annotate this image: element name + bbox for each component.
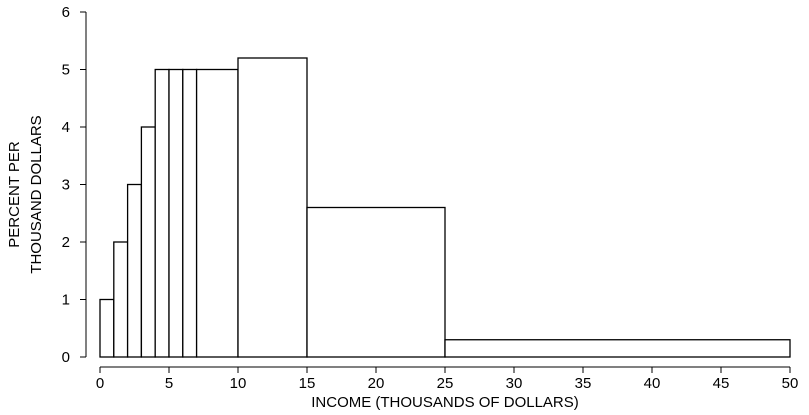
y-axis-label-line-1: PERCENT PER bbox=[6, 141, 23, 248]
x-tick-label: 10 bbox=[230, 375, 247, 392]
histogram-bar-7 bbox=[195, 68, 239, 358]
y-axis-ticks: 0 1 2 3 4 5 6 bbox=[62, 4, 86, 366]
y-tick-label: 4 bbox=[62, 119, 70, 136]
y-axis-label: PERCENT PER THOUSAND DOLLARS bbox=[6, 115, 45, 273]
histogram-bar-8 bbox=[237, 57, 308, 358]
histogram-bar-2 bbox=[126, 183, 143, 358]
histogram-bar-4 bbox=[154, 68, 170, 358]
y-tick-label: 0 bbox=[62, 349, 70, 366]
x-axis-ticks: 0 5 10 15 20 25 30 35 40 45 50 bbox=[96, 367, 799, 392]
y-tick-label: 5 bbox=[62, 62, 70, 79]
histogram-bars bbox=[99, 57, 791, 358]
x-tick-label: 35 bbox=[575, 375, 592, 392]
histogram-bar-0 bbox=[99, 298, 115, 358]
x-tick-label: 25 bbox=[437, 375, 454, 392]
x-tick-label: 50 bbox=[782, 375, 799, 392]
histogram-bar-6 bbox=[182, 68, 198, 358]
x-tick-label: 20 bbox=[368, 375, 385, 392]
x-tick-label: 5 bbox=[165, 375, 173, 392]
y-axis-label-line-2: THOUSAND DOLLARS bbox=[28, 115, 45, 273]
y-tick-label: 2 bbox=[62, 234, 70, 251]
histogram-bar-9 bbox=[306, 206, 446, 358]
x-tick-label: 40 bbox=[644, 375, 661, 392]
histogram-bar-1 bbox=[113, 241, 129, 358]
histogram-bar-3 bbox=[140, 126, 156, 358]
x-tick-label: 0 bbox=[96, 375, 104, 392]
histogram-bar-10 bbox=[444, 339, 791, 358]
x-tick-label: 15 bbox=[299, 375, 316, 392]
x-tick-label: 30 bbox=[506, 375, 523, 392]
x-axis-label: INCOME (THOUSANDS OF DOLLARS) bbox=[311, 394, 579, 411]
x-tick-label: 45 bbox=[713, 375, 730, 392]
y-tick-label: 1 bbox=[62, 292, 70, 309]
y-tick-label: 6 bbox=[62, 4, 70, 21]
y-tick-label: 3 bbox=[62, 177, 70, 194]
histogram-bar-5 bbox=[168, 68, 184, 358]
